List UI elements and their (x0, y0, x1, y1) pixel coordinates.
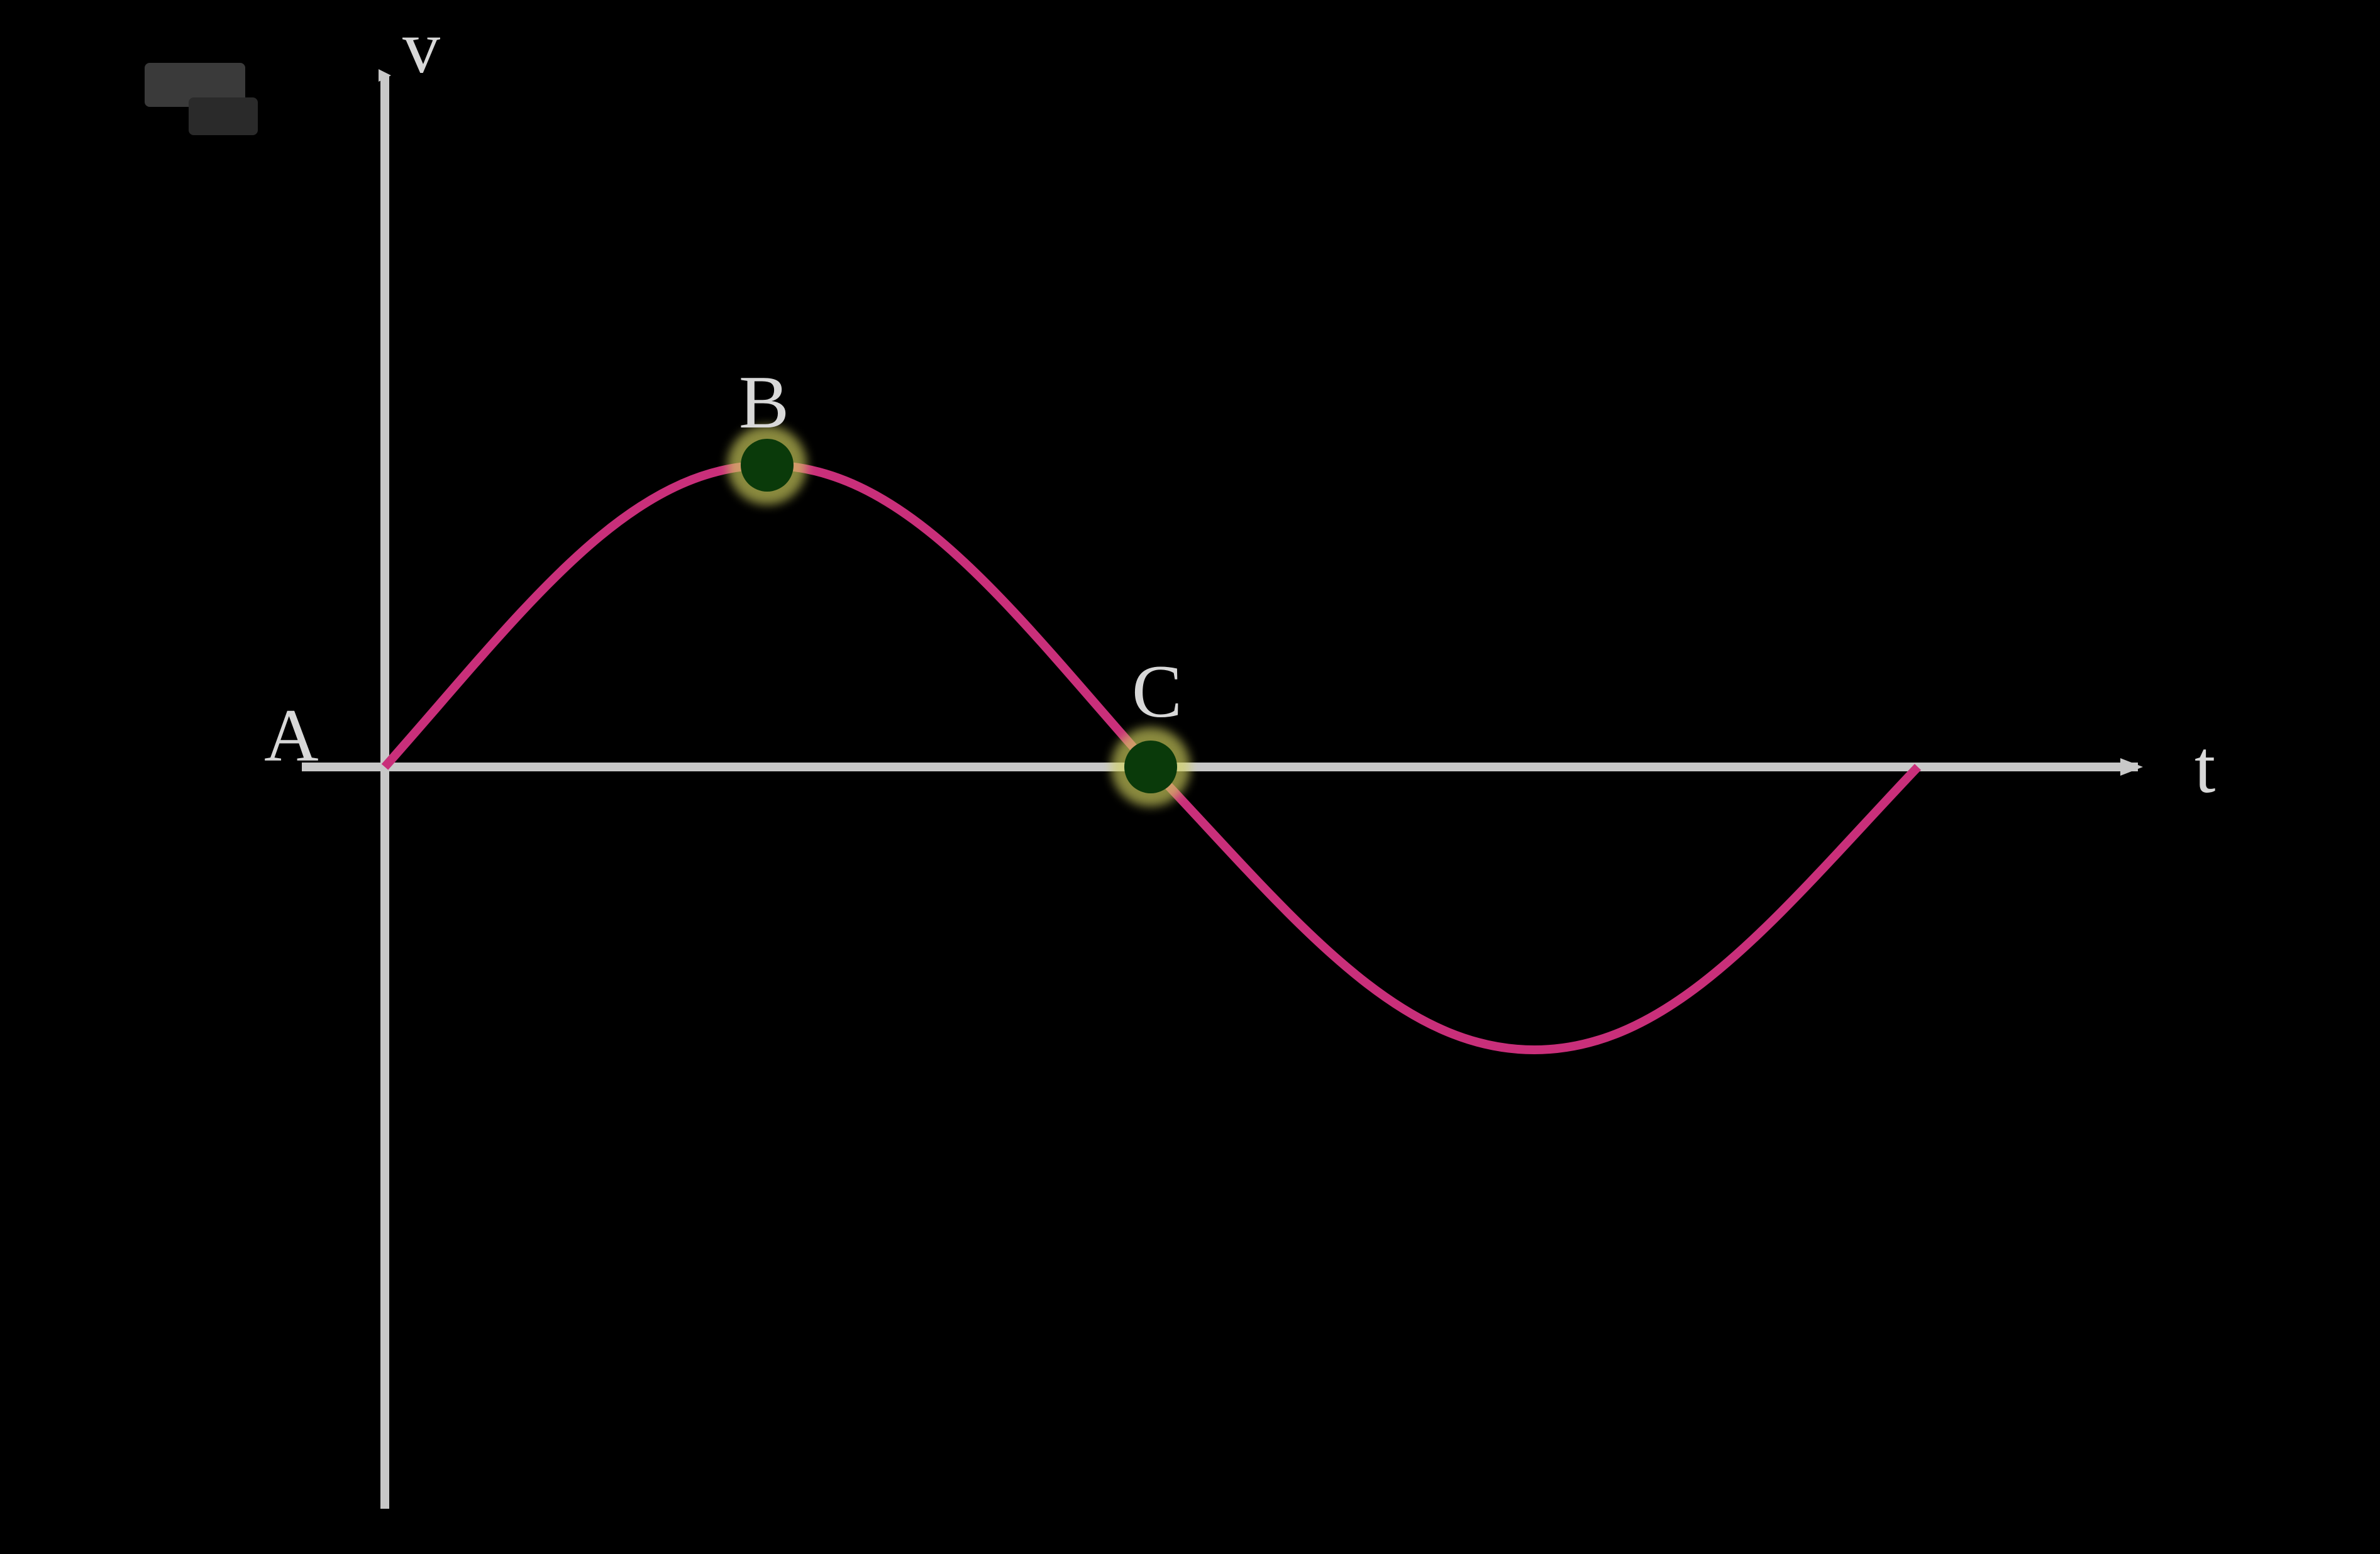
point-b-marker (741, 439, 794, 492)
point-c-marker (1124, 741, 1177, 793)
chart-svg: v t A B C (0, 0, 2380, 1554)
x-axis-label: t (2195, 725, 2215, 808)
points (728, 426, 1190, 807)
smudges (145, 63, 258, 135)
y-axis-label: v (402, 5, 440, 89)
velocity-time-chart: v t A B C (0, 0, 2380, 1554)
point-a-label: A (264, 693, 319, 777)
point-c-label: C (1132, 649, 1182, 733)
point-b-label: B (739, 360, 789, 444)
